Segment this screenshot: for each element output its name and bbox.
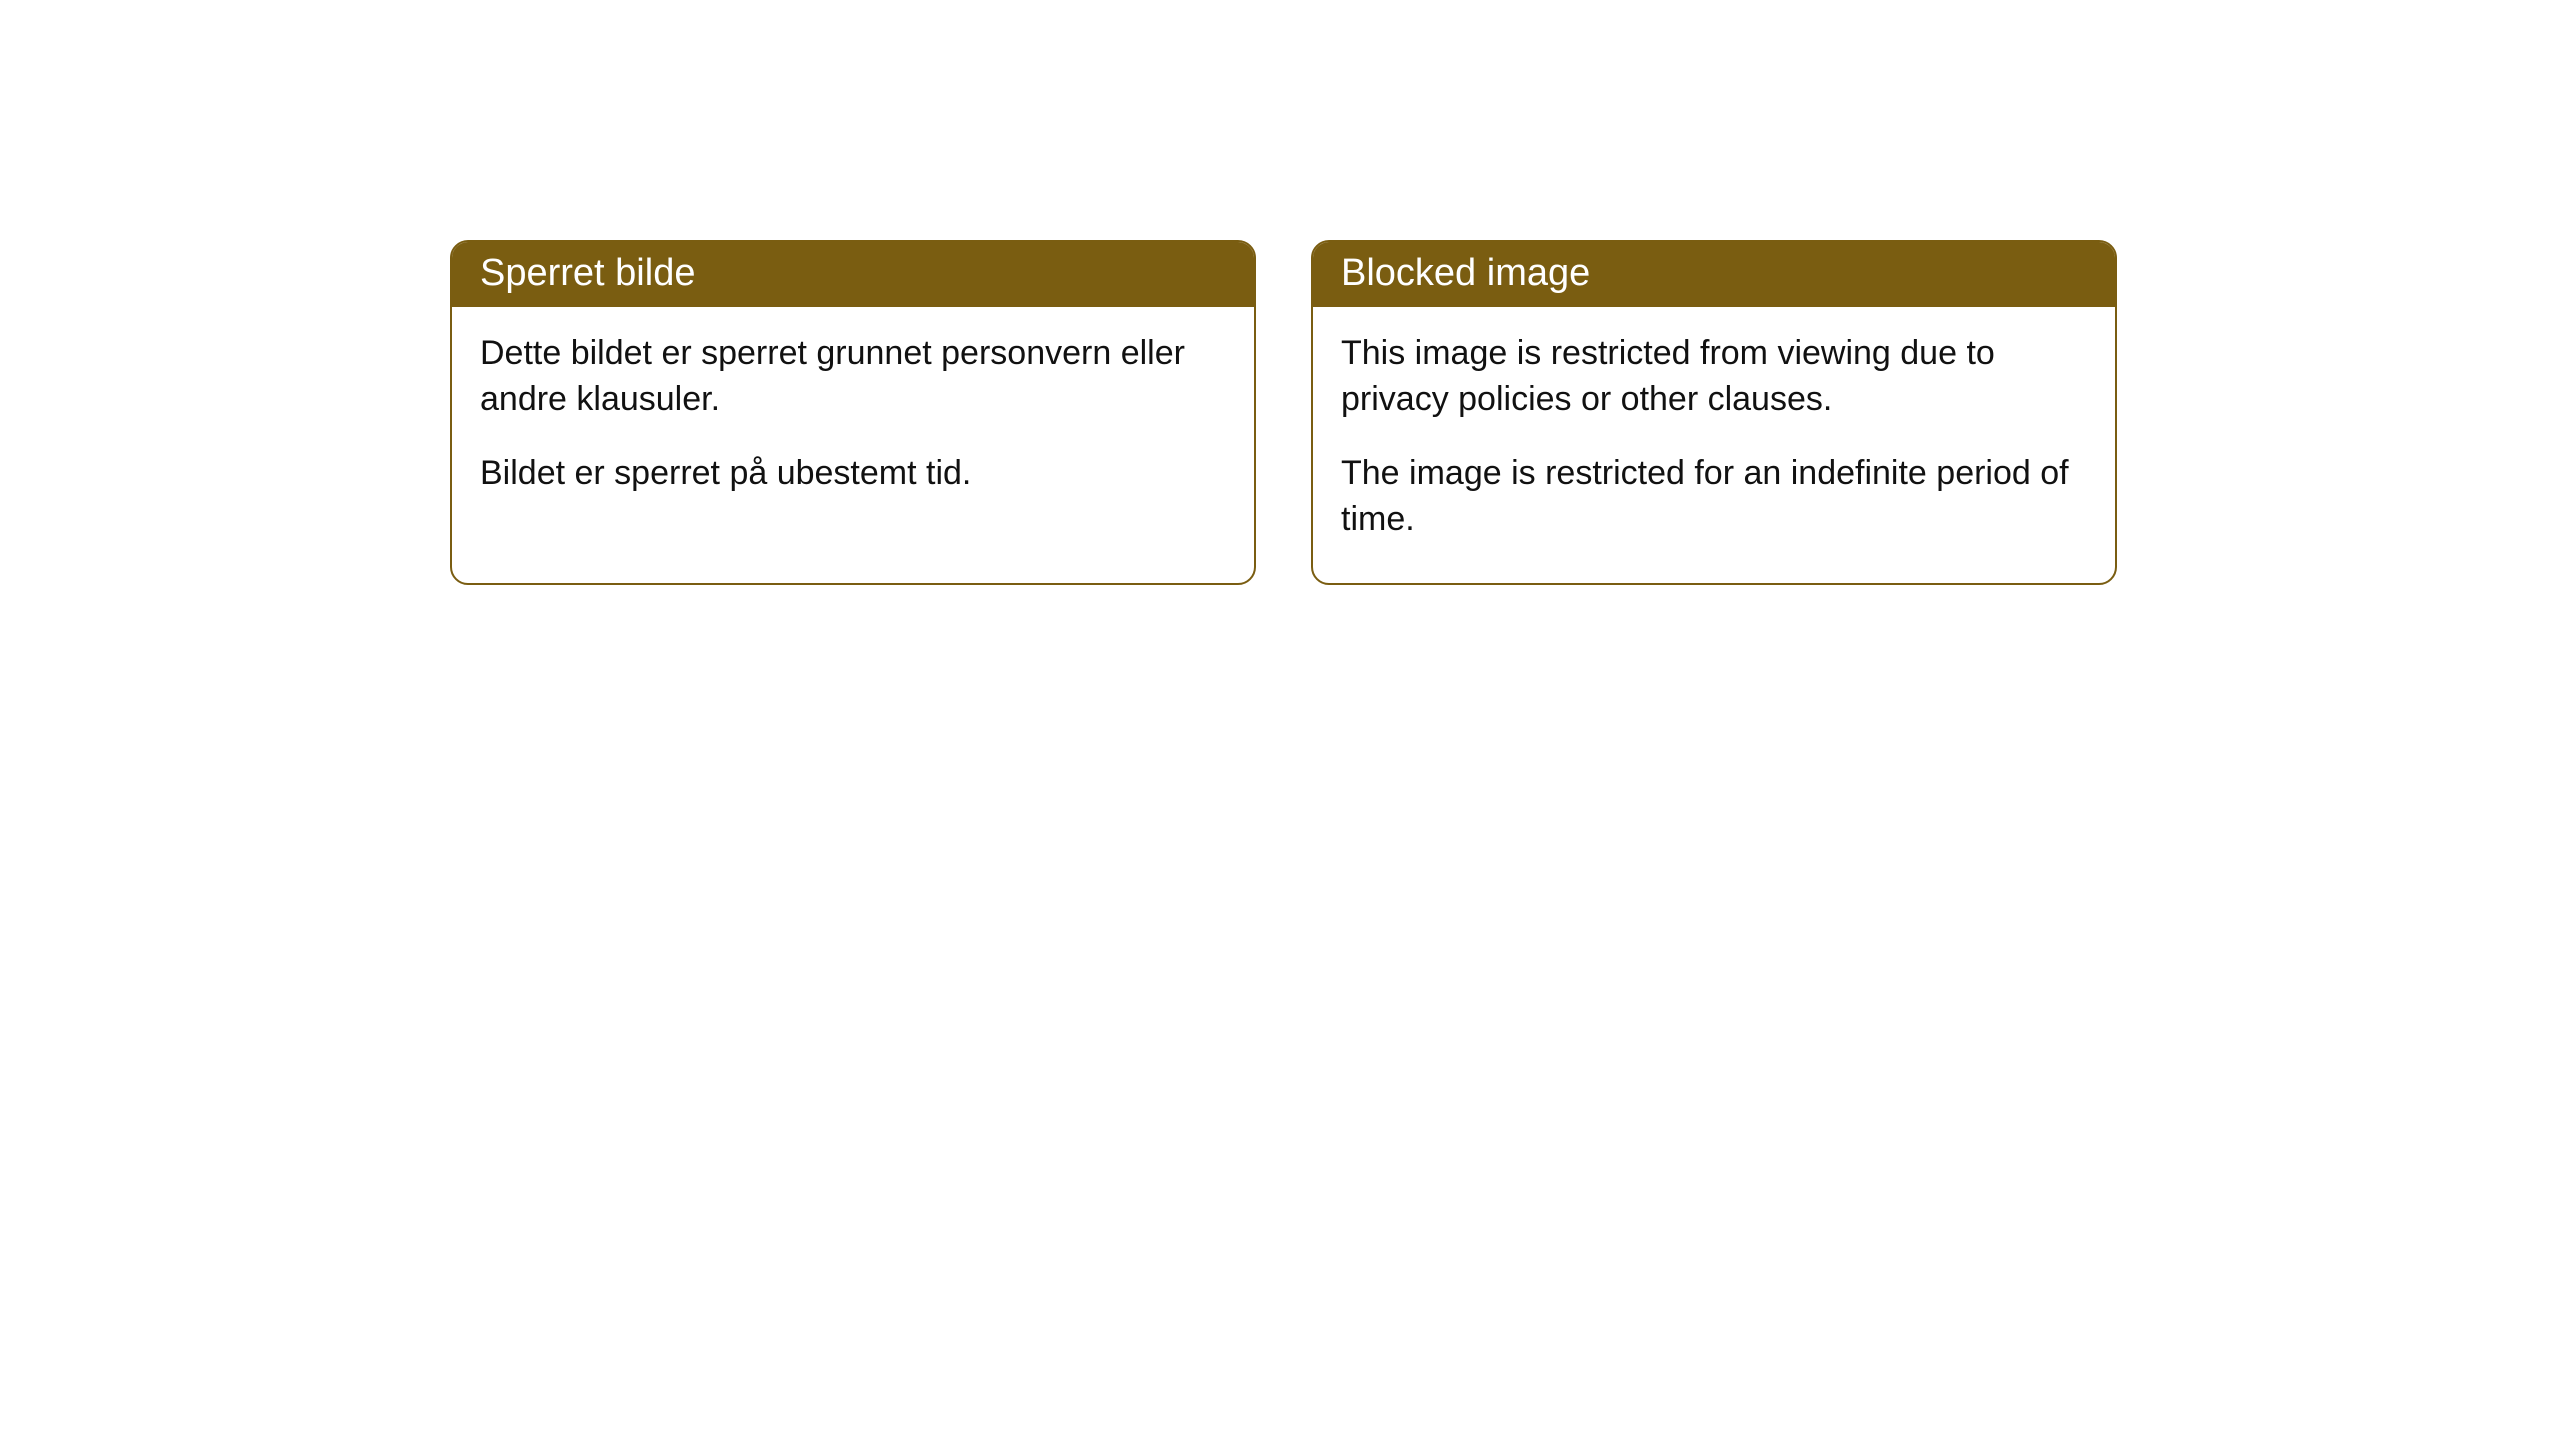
- card-header-en: Blocked image: [1313, 242, 2115, 307]
- card-body-no: Dette bildet er sperret grunnet personve…: [452, 307, 1254, 537]
- card-paragraph: The image is restricted for an indefinit…: [1341, 451, 2087, 543]
- card-paragraph: Dette bildet er sperret grunnet personve…: [480, 331, 1226, 423]
- card-header-no: Sperret bilde: [452, 242, 1254, 307]
- blocked-image-card-no: Sperret bilde Dette bildet er sperret gr…: [450, 240, 1256, 585]
- notice-cards-container: Sperret bilde Dette bildet er sperret gr…: [450, 240, 2117, 585]
- card-paragraph: Bildet er sperret på ubestemt tid.: [480, 451, 1226, 497]
- card-paragraph: This image is restricted from viewing du…: [1341, 331, 2087, 423]
- card-body-en: This image is restricted from viewing du…: [1313, 307, 2115, 583]
- blocked-image-card-en: Blocked image This image is restricted f…: [1311, 240, 2117, 585]
